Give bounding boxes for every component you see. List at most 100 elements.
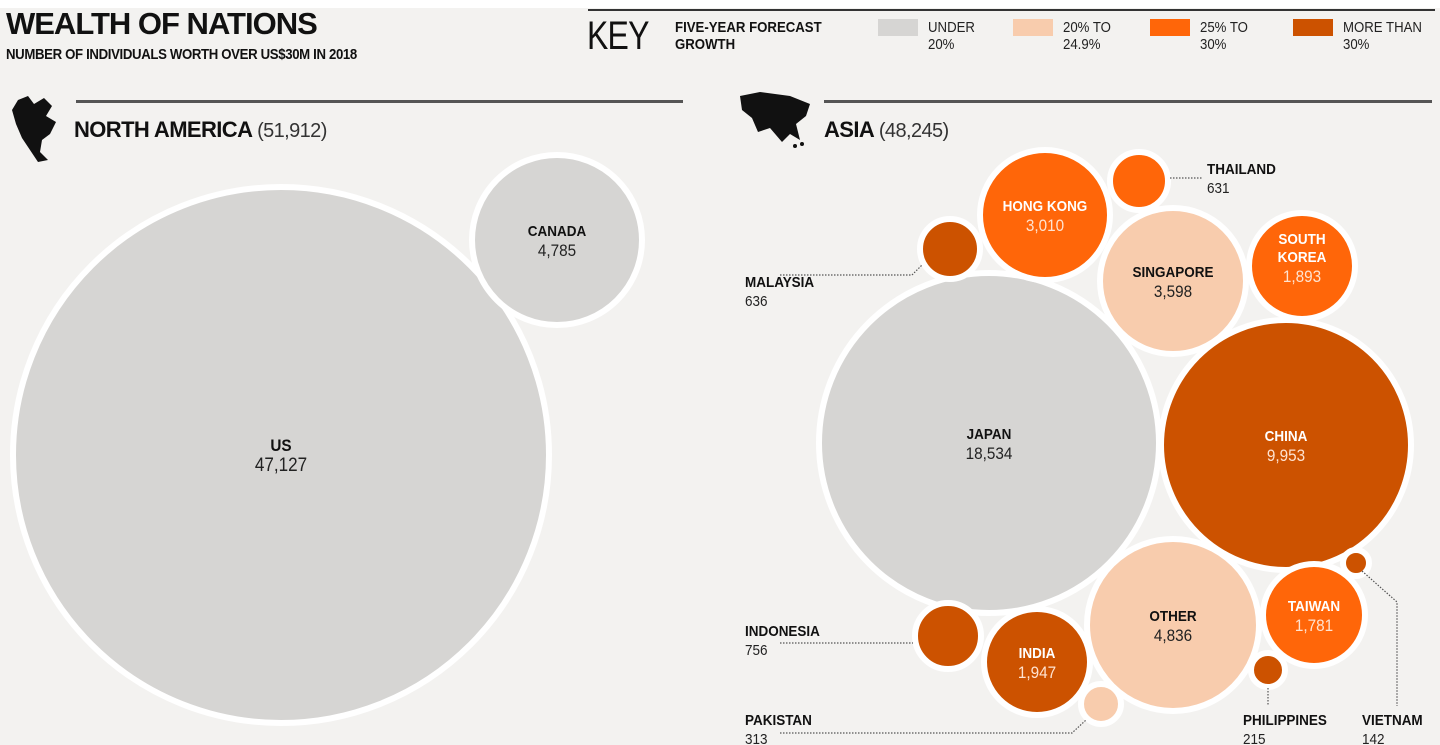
callout-name: PAKISTAN: [745, 712, 812, 729]
bubble-name: SOUTH: [1278, 231, 1325, 248]
bubble-value: 1,947: [1018, 663, 1056, 682]
callout-value: 313: [745, 731, 768, 745]
callout-name: PHILIPPINES: [1243, 712, 1327, 729]
bubble-value: 18,534: [966, 444, 1013, 463]
legend-label: 20% TO 24.9%: [1063, 19, 1111, 53]
legend-item-under20: UNDER 20%: [878, 19, 981, 53]
legend-label: MORE THAN 30%: [1343, 19, 1422, 53]
callout-malaysia: MALAYSIA 636: [745, 264, 923, 310]
key-title: KEY: [587, 14, 649, 58]
page-subtitle: NUMBER OF INDIVIDUALS WORTH OVER US$30M …: [6, 46, 357, 63]
page-title: WEALTH OF NATIONS: [6, 6, 318, 41]
legend-swatch: [878, 19, 918, 36]
legend-swatch: [1013, 19, 1053, 36]
bubble-circle: [981, 606, 1093, 718]
bubble-value: 3,598: [1154, 282, 1192, 301]
bubble-name: TAIWAN: [1288, 598, 1340, 615]
bubble-malaysia: [917, 216, 983, 282]
bubble-circle: [1084, 536, 1262, 714]
asia-map-icon: [740, 92, 810, 148]
bubble-value: 4,836: [1154, 626, 1192, 645]
bubble-circle: [1246, 210, 1358, 322]
bubble-name: HONG KONG: [1003, 198, 1088, 215]
leader-line: [1361, 570, 1398, 706]
key-heading: FIVE-YEAR FORECAST GROWTH: [675, 19, 822, 53]
bubble-circle: [1078, 681, 1124, 727]
bubble-value: 1,893: [1283, 267, 1321, 286]
bubble-circle: [1260, 561, 1368, 669]
legend-item-25to30: 25% TO 30%: [1150, 19, 1254, 53]
legend-item-20to25: 20% TO 24.9%: [1013, 19, 1117, 53]
bubble-name: SINGAPORE: [1133, 264, 1214, 281]
callout-philippines: PHILIPPINES 215: [1243, 688, 1327, 745]
bubble-vietnam: [1340, 547, 1372, 579]
region-name: NORTH AMERICA: [74, 117, 252, 142]
bubble-philippines: [1248, 650, 1288, 690]
north-america-map-icon: [12, 96, 56, 162]
legend-swatch: [1150, 19, 1190, 36]
callout-value: 215: [1243, 731, 1266, 745]
callout-value: 756: [745, 642, 768, 659]
bubble-pakistan: [1078, 681, 1124, 727]
bubble-circle: [917, 216, 983, 282]
legend-item-over30: MORE THAN 30%: [1293, 19, 1433, 53]
bubble-value: 4,785: [538, 241, 576, 260]
key-divider: [588, 9, 1435, 11]
bubble-circle: [1097, 205, 1249, 357]
bubble-name: JAPAN: [967, 426, 1012, 443]
bubble-thailand: [1107, 149, 1171, 213]
north-america-title: NORTH AMERICA (51,912): [74, 117, 327, 143]
callout-name: THAILAND: [1207, 161, 1276, 178]
region-name: ASIA: [824, 117, 874, 142]
region-total: (51,912): [257, 120, 327, 142]
callout-name: INDONESIA: [745, 623, 820, 640]
callout-name: VIETNAM: [1362, 712, 1423, 729]
asia-divider: [824, 100, 1432, 103]
bubble-name: CHINA: [1265, 428, 1308, 445]
bubble-value: 1,781: [1295, 616, 1333, 635]
legend-label: 25% TO 30%: [1200, 19, 1248, 53]
callout-value: 631: [1207, 180, 1230, 197]
bubble-circle: [977, 147, 1113, 283]
callout-thailand: THAILAND 631: [1170, 161, 1276, 197]
callout-name: MALAYSIA: [745, 274, 814, 291]
bubble-circle: [469, 152, 645, 328]
bubble-circle: [912, 600, 984, 672]
bubble-name: INDIA: [1019, 645, 1056, 662]
bubble-circle: [10, 184, 552, 726]
callout-pakistan: PAKISTAN 313: [745, 712, 1087, 745]
bubble-indonesia: [912, 600, 984, 672]
callout-value: 142: [1362, 731, 1385, 745]
leader-line: [780, 719, 1087, 734]
callout-vietnam: VIETNAM 142: [1361, 570, 1423, 745]
asia-title: ASIA (48,245): [824, 117, 949, 143]
region-total: (48,245): [878, 120, 949, 142]
bubble-circle: [1340, 547, 1372, 579]
bubble-circle: [1248, 650, 1288, 690]
legend-swatch: [1293, 19, 1333, 36]
bubble-name: US: [270, 436, 291, 455]
leader-line: [780, 264, 923, 276]
bubble-value: 9,953: [1267, 446, 1305, 465]
bubble-name: KOREA: [1278, 249, 1327, 266]
bubble-circle: [1107, 149, 1171, 213]
north-america-divider: [76, 100, 683, 103]
top-border: [0, 0, 1440, 8]
callout-indonesia: INDONESIA 756: [745, 623, 913, 659]
bubble-value: 47,127: [255, 454, 307, 475]
bubble-name: CANADA: [528, 223, 586, 240]
bubble-value: 3,010: [1026, 216, 1064, 235]
legend-label: UNDER 20%: [928, 19, 975, 53]
callout-value: 636: [745, 293, 768, 310]
